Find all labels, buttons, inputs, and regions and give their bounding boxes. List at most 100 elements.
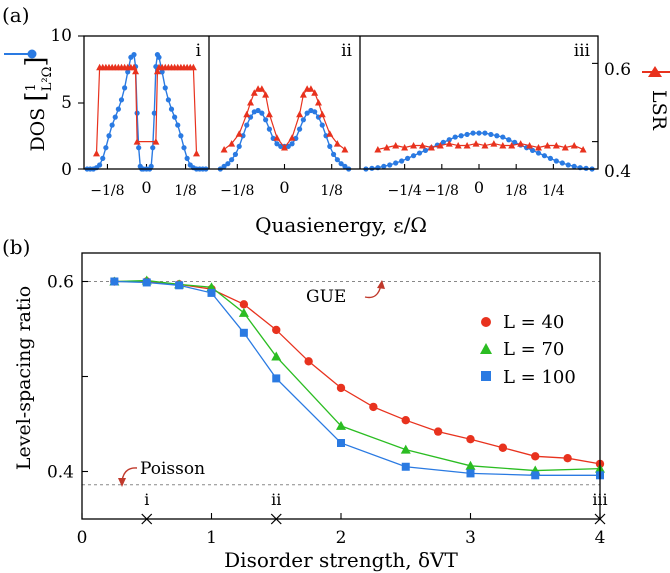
lsr-point [561, 143, 569, 151]
dos-ytick-label: 5 [61, 93, 72, 113]
series-point [531, 471, 540, 480]
dos-point [159, 69, 165, 75]
dos-point [405, 155, 411, 161]
dos-point [259, 110, 265, 116]
dos-point [125, 69, 131, 75]
series-line [114, 280, 601, 465]
dos-point [300, 117, 306, 123]
lsr-point [152, 138, 160, 145]
lsr-point [481, 142, 489, 149]
lsr-point [235, 130, 243, 137]
lsr-line [377, 142, 584, 151]
dos-point [165, 97, 171, 103]
lsr-legend-marker [642, 66, 670, 77]
dos-point [109, 122, 115, 128]
series-point [401, 416, 410, 425]
lsr-point [220, 145, 228, 153]
dos-point [100, 155, 106, 161]
lsr-point [463, 142, 471, 149]
dos-point [229, 157, 235, 163]
series-point [175, 281, 184, 290]
poisson-label: Poisson [140, 459, 205, 479]
poisson-arrowhead [118, 478, 126, 487]
subpanel-i: −1/8 0 1/8 i [84, 41, 209, 199]
lsr-point [273, 134, 281, 141]
series-point [369, 402, 378, 412]
dos-point [131, 52, 137, 58]
subpanel-label: i [196, 41, 202, 61]
x-tick-label: −1/8 [425, 183, 459, 199]
lsr-point [265, 110, 273, 118]
lsr-point [133, 138, 141, 145]
dos-point [122, 85, 128, 91]
series-point [563, 454, 572, 463]
series-point [466, 469, 475, 478]
dos-point [369, 165, 375, 171]
dos-point [553, 158, 559, 164]
legend-label-l100: L = 100 [503, 367, 576, 388]
dos-point [118, 97, 125, 103]
dos-point [342, 163, 348, 169]
legend-label-l70: L = 70 [503, 339, 564, 360]
lsr-point [93, 149, 100, 157]
subpanel-ii: −1/8 0 1/8 ii [217, 41, 353, 199]
series-point [465, 460, 476, 470]
series-point [110, 277, 119, 286]
panel-a-label: (a) [2, 3, 30, 27]
lsr-point [333, 140, 341, 147]
dos-point [512, 139, 518, 145]
subpanel-label: iii [574, 41, 591, 61]
legend-label-l40: L = 40 [503, 312, 564, 333]
dos-ylabel-text: DOS [1L²Ω] [21, 56, 55, 151]
series-point [336, 383, 346, 393]
lsr-point [392, 142, 400, 149]
dos-point [494, 133, 500, 139]
dos-legend-marker [4, 49, 37, 59]
x-tick-label: 0 [141, 178, 151, 197]
x-tick-label: 2 [336, 528, 347, 548]
x-tick-label: 0 [474, 178, 484, 197]
dos-point [266, 126, 272, 132]
dos-point [112, 114, 118, 120]
dos-point [312, 109, 318, 115]
dos-point [547, 155, 554, 161]
legend-marker-l40 [481, 317, 491, 327]
dos-point [134, 110, 140, 116]
lsr-y-ticks: 0.4 0.6 [604, 60, 631, 182]
lsr-ylabel: LSR [648, 90, 670, 131]
dos-point [225, 161, 231, 167]
panel-b-ylabel-text: Level-spacing ratio [13, 286, 35, 470]
lsr-point [418, 142, 426, 149]
dos-point [240, 133, 246, 139]
panel-b-frame [81, 252, 601, 520]
lsr-point [228, 140, 236, 147]
dos-point [178, 133, 184, 139]
dos-point [172, 114, 178, 120]
dos-point [263, 117, 269, 123]
dos-point [232, 151, 239, 157]
dos-point [506, 137, 512, 143]
lsr-ytick-label: 0.4 [604, 162, 631, 182]
x-tick-label: 0 [77, 528, 88, 548]
dos-point [440, 139, 446, 145]
series-point [239, 300, 249, 309]
y-tick-label: 0.4 [47, 463, 74, 483]
lsr-point [311, 89, 319, 96]
panel-b-label: (b) [2, 235, 30, 259]
lsr-point [383, 143, 391, 151]
series-point [498, 443, 508, 452]
dos-point [464, 131, 470, 138]
series-point [337, 439, 345, 447]
series-point [271, 351, 282, 361]
series-point [531, 452, 540, 461]
lsr-point [153, 67, 161, 75]
lsr-point [258, 85, 266, 92]
lsr-line [223, 88, 346, 150]
dos-point [458, 133, 464, 139]
dos-point [175, 122, 181, 128]
dos-point [399, 158, 405, 164]
dos-point [297, 126, 303, 132]
gue-label: GUE [306, 287, 346, 307]
subpanel-iii: −1/4 −1/8 0 1/8 1/4 iii [363, 41, 598, 199]
